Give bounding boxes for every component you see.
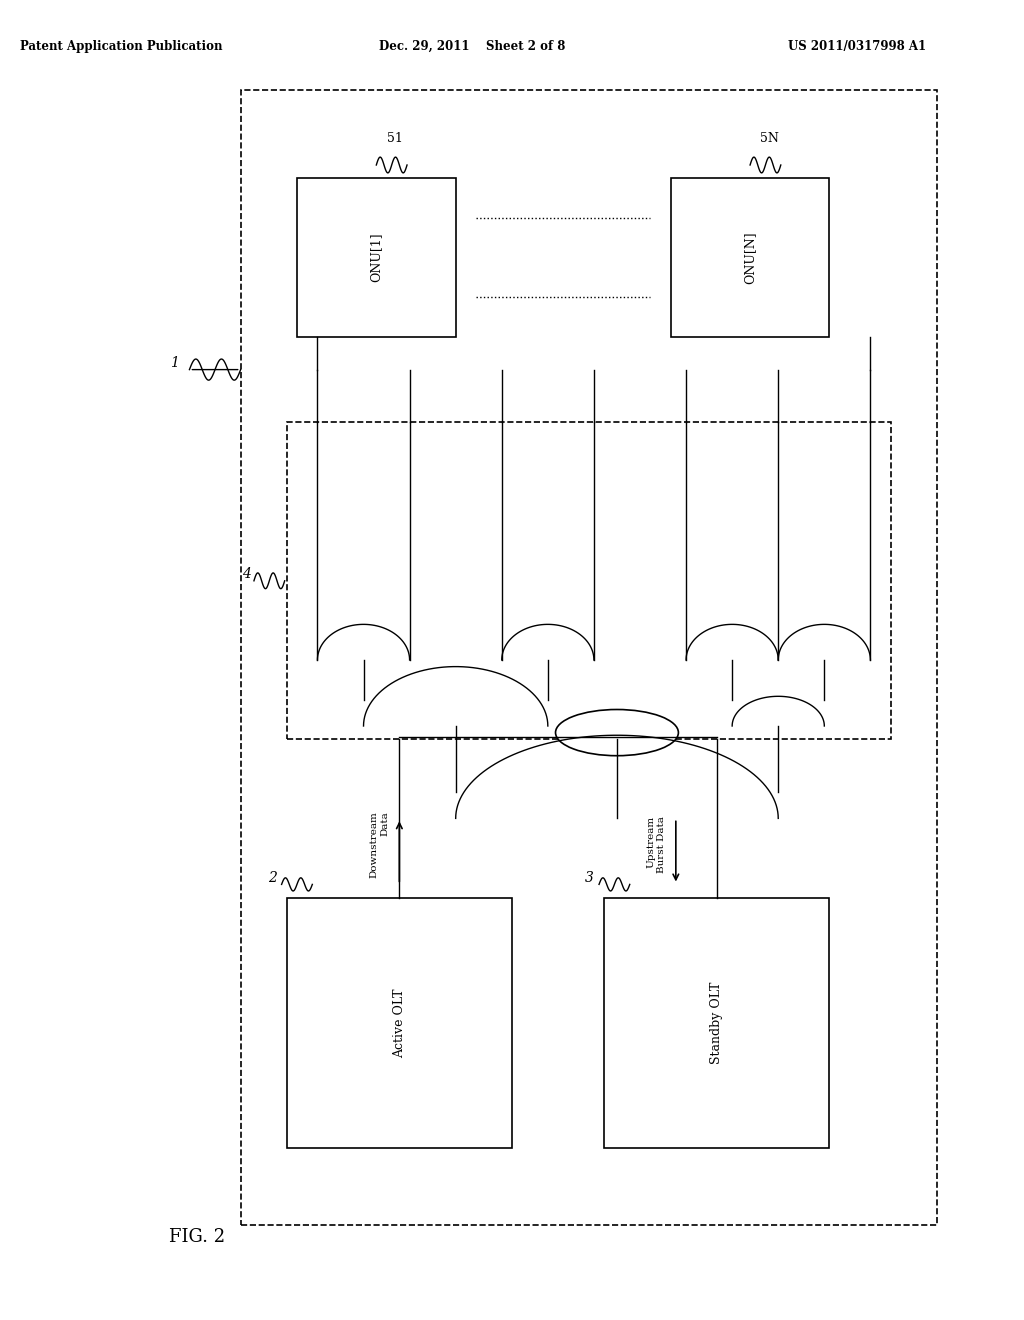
- Text: Downstream
Data: Downstream Data: [370, 812, 389, 878]
- Text: 51: 51: [387, 132, 402, 145]
- Text: Upstream
Burst Data: Upstream Burst Data: [646, 816, 666, 874]
- Text: ONU[1]: ONU[1]: [370, 232, 383, 282]
- Ellipse shape: [555, 710, 679, 755]
- Text: 5N: 5N: [760, 132, 779, 145]
- Text: 2: 2: [267, 871, 276, 884]
- Text: Active OLT: Active OLT: [393, 989, 406, 1057]
- Text: US 2011/0317998 A1: US 2011/0317998 A1: [788, 40, 927, 53]
- Text: Standby OLT: Standby OLT: [711, 982, 723, 1064]
- Text: 1: 1: [170, 356, 179, 370]
- FancyBboxPatch shape: [287, 422, 891, 739]
- Text: Dec. 29, 2011    Sheet 2 of 8: Dec. 29, 2011 Sheet 2 of 8: [379, 40, 565, 53]
- FancyBboxPatch shape: [671, 178, 829, 337]
- Text: Patent Application Publication: Patent Application Publication: [20, 40, 223, 53]
- Text: 3: 3: [585, 871, 594, 884]
- Text: FIG. 2: FIG. 2: [169, 1228, 225, 1246]
- FancyBboxPatch shape: [287, 898, 512, 1148]
- FancyBboxPatch shape: [297, 178, 456, 337]
- FancyBboxPatch shape: [604, 898, 829, 1148]
- FancyBboxPatch shape: [241, 90, 937, 1225]
- Text: ONU[N]: ONU[N]: [743, 231, 757, 284]
- Text: 4: 4: [242, 568, 251, 581]
